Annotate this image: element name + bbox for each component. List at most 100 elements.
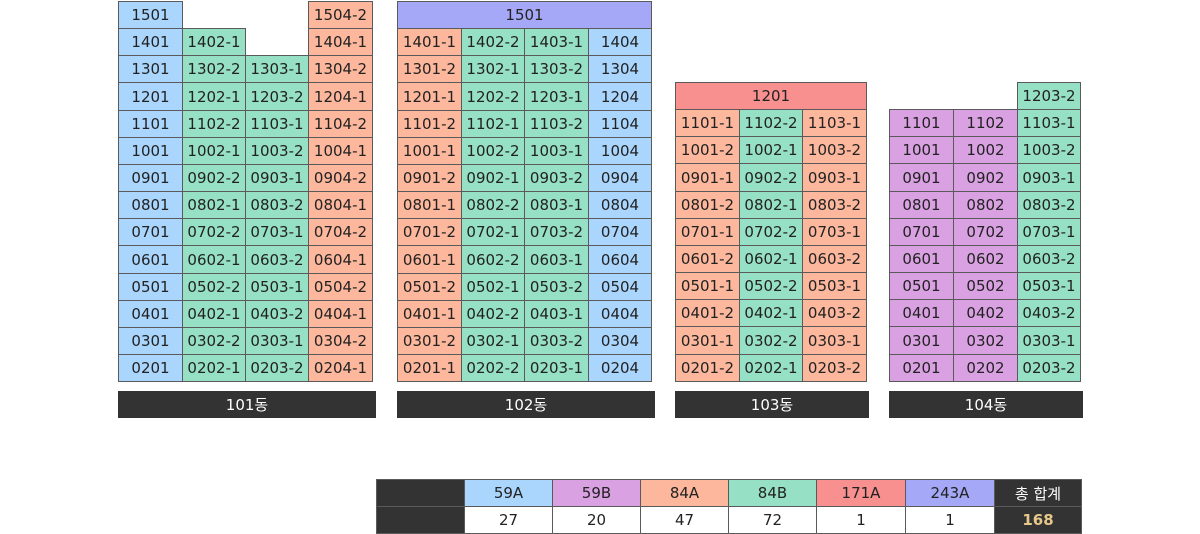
unit-cell: 0203-2 — [245, 354, 309, 382]
unit-cell: 1401 — [118, 28, 183, 56]
unit-cell: 0803-2 — [245, 191, 309, 219]
unit-cell: 0502-2 — [182, 273, 246, 301]
unit-cell: 0901 — [118, 164, 183, 192]
unit-cell: 0602-2 — [461, 245, 525, 274]
unit-cell: 1304-2 — [308, 55, 373, 83]
unit-cell: 0702-2 — [739, 218, 803, 246]
unit-cell: 0503-1 — [802, 272, 867, 300]
unit-cell: 0302-2 — [739, 326, 803, 355]
unit-cell: 1102-2 — [182, 110, 246, 138]
unit-cell: 1103-2 — [524, 110, 589, 138]
unit-cell: 1103-1 — [802, 109, 867, 137]
unit-cell: 0803-1 — [524, 191, 589, 219]
unit-cell: 0503-1 — [1017, 272, 1081, 300]
unit-cell: 1504-2 — [308, 1, 373, 29]
unit-cell: 0203-1 — [524, 354, 589, 382]
legend-type-84b: 84B — [728, 479, 817, 507]
unit-cell: 1103-1 — [1017, 109, 1081, 137]
unit-cell: 1501 — [397, 1, 652, 29]
unit-cell: 1002-1 — [739, 136, 803, 164]
unit-cell: 0603-1 — [524, 245, 589, 274]
unit-cell: 0604 — [588, 245, 652, 274]
unit-cell: 0804 — [588, 191, 652, 219]
unit-cell: 1101 — [118, 110, 183, 138]
unit-cell: 1201 — [118, 82, 183, 111]
unit-cell: 1001 — [118, 137, 183, 165]
unit-cell: 0702 — [953, 218, 1018, 246]
unit-cell: 1202-1 — [182, 82, 246, 111]
unit-cell: 0902-2 — [739, 163, 803, 192]
legend-count-243a: 1 — [905, 506, 995, 534]
unit-cell: 0901-1 — [675, 163, 740, 192]
unit-cell: 0202-1 — [182, 354, 246, 382]
unit-cell: 0601-2 — [675, 245, 740, 273]
unit-cell: 1201-1 — [397, 82, 462, 111]
unit-cell: 0504-2 — [308, 273, 373, 301]
legend-count-59a: 27 — [464, 506, 553, 534]
unit-cell: 1301 — [118, 55, 183, 83]
unit-cell: 0304-2 — [308, 327, 373, 355]
unit-cell: 0701-2 — [397, 218, 462, 246]
unit-cell: 0904-2 — [308, 164, 373, 192]
unit-cell: 0802-1 — [739, 191, 803, 219]
legend-count-84a: 47 — [640, 506, 729, 534]
unit-cell: 0702-1 — [461, 218, 525, 246]
unit-cell: 1303-1 — [245, 55, 309, 83]
unit-cell: 0801-2 — [675, 191, 740, 219]
unit-cell: 0804-1 — [308, 191, 373, 219]
unit-cell: 0501 — [889, 272, 954, 300]
unit-cell: 0801 — [118, 191, 183, 219]
unit-cell: 1002 — [953, 136, 1018, 164]
unit-cell: 0504 — [588, 273, 652, 301]
unit-cell: 1101 — [889, 109, 954, 137]
unit-cell: 0901 — [889, 163, 954, 192]
unit-cell: 1104 — [588, 110, 652, 138]
unit-cell: 0501-1 — [675, 272, 740, 300]
legend-corner-row — [376, 506, 465, 534]
legend-count-171a: 1 — [816, 506, 906, 534]
unit-cell: 1204-1 — [308, 82, 373, 111]
unit-cell: 0301 — [889, 326, 954, 355]
unit-cell: 0302-2 — [182, 327, 246, 355]
unit-cell: 1404 — [588, 28, 652, 56]
unit-cell: 0401-2 — [675, 299, 740, 327]
unit-cell: 0302-1 — [461, 327, 525, 355]
unit-cell: 1402-2 — [461, 28, 525, 56]
unit-cell: 0404-1 — [308, 300, 373, 328]
unit-cell: 1203-2 — [245, 82, 309, 111]
unit-cell: 0503-1 — [245, 273, 309, 301]
unit-cell: 0203-2 — [1017, 354, 1081, 382]
legend-type-171a: 171A — [816, 479, 906, 507]
unit-cell: 0903-1 — [245, 164, 309, 192]
unit-cell: 0402-1 — [739, 299, 803, 327]
unit-cell: 1002-2 — [461, 137, 525, 165]
unit-cell: 0601 — [889, 245, 954, 273]
unit-cell: 0701-1 — [675, 218, 740, 246]
unit-cell: 0401-1 — [397, 300, 462, 328]
unit-cell: 0303-1 — [1017, 326, 1081, 355]
unit-cell: 1001-2 — [675, 136, 740, 164]
unit-cell: 0403-2 — [1017, 299, 1081, 327]
unit-cell: 1003-2 — [245, 137, 309, 165]
unit-cell: 0802-2 — [461, 191, 525, 219]
legend-type-59a: 59A — [464, 479, 553, 507]
unit-cell: 1202-2 — [461, 82, 525, 111]
unit-cell: 0401 — [889, 299, 954, 327]
building-label-104: 104동 — [889, 391, 1083, 418]
unit-cell: 0301-2 — [397, 327, 462, 355]
unit-cell: 0402-1 — [182, 300, 246, 328]
unit-cell: 0903-1 — [802, 163, 867, 192]
unit-cell: 0201-1 — [397, 354, 462, 382]
unit-cell: 1104-2 — [308, 110, 373, 138]
legend-total-label: 총 합계 — [994, 479, 1082, 507]
unit-cell: 0404 — [588, 300, 652, 328]
unit-cell: 1004-1 — [308, 137, 373, 165]
unit-cell: 0603-2 — [245, 245, 309, 274]
unit-cell: 1003-2 — [802, 136, 867, 164]
unit-cell: 0704 — [588, 218, 652, 246]
building-label-103: 103동 — [675, 391, 869, 418]
unit-cell: 0304 — [588, 327, 652, 355]
unit-cell: 0503-2 — [524, 273, 589, 301]
unit-cell: 1204 — [588, 82, 652, 111]
unit-cell: 0202-2 — [461, 354, 525, 382]
